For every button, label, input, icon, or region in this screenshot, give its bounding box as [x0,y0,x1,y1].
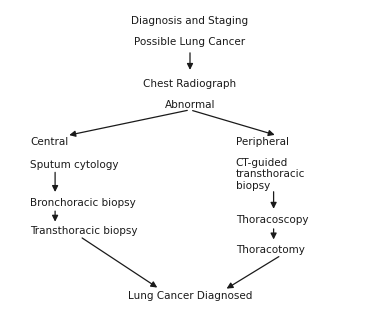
Text: Peripheral: Peripheral [236,137,288,147]
Text: Diagnosis and Staging: Diagnosis and Staging [131,16,249,26]
Text: Thoracotomy: Thoracotomy [236,245,304,255]
Text: Sputum cytology: Sputum cytology [30,160,119,170]
Text: Possible Lung Cancer: Possible Lung Cancer [135,37,245,47]
Text: Central: Central [30,137,69,147]
Text: Transthoracic biopsy: Transthoracic biopsy [30,226,138,236]
Text: CT-guided
transthoracic
biopsy: CT-guided transthoracic biopsy [236,158,305,191]
Text: Bronchoracic biopsy: Bronchoracic biopsy [30,199,136,208]
Text: Lung Cancer Diagnosed: Lung Cancer Diagnosed [128,291,252,300]
Text: Abnormal: Abnormal [165,100,215,110]
Text: Thoracoscopy: Thoracoscopy [236,215,308,224]
Text: Chest Radiograph: Chest Radiograph [143,79,237,89]
